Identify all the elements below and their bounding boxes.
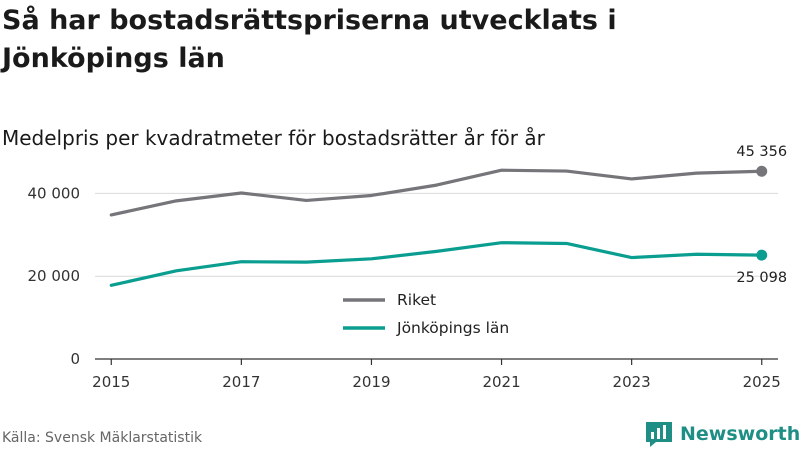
brand-logo: Newsworthy [644, 420, 800, 448]
y-tick-label: 40 000 [28, 184, 81, 202]
source-note: Källa: Svensk Mäklarstatistik [2, 430, 203, 446]
legend-label: Riket [397, 291, 436, 309]
series-line-riket [109, 168, 764, 217]
x-tick-label: 2025 [743, 373, 781, 391]
brand-name: Newsworthy [680, 423, 800, 445]
bar-chart-logo-icon [646, 422, 672, 447]
series-lines [109, 165, 768, 287]
x-tick-label: 2023 [613, 373, 651, 391]
end-labels: 45 356 25 098 [736, 144, 787, 286]
series-end-point [756, 249, 768, 261]
end-value-label: 45 356 [736, 144, 787, 160]
chart-subtitle: Medelpris per kvadratmeter för bostadsrä… [2, 126, 545, 150]
chart-title: Så har bostadsrättspriserna utvecklats i… [2, 5, 617, 74]
end-value-label: 25 098 [736, 270, 787, 286]
y-tick-label: 0 [70, 350, 80, 368]
x-tick-label: 2019 [352, 373, 390, 391]
series-end-point [756, 165, 768, 177]
legend: Riket Jönköpings län [335, 286, 535, 344]
series-line-jonkopings-lan [109, 241, 764, 287]
y-tick-label: 20 000 [28, 267, 81, 285]
x-tick-label: 2017 [222, 373, 260, 391]
gridlines [95, 192, 778, 277]
axes: 0 20 000 40 000 2015 2017 2019 2021 2023 2025 [28, 184, 781, 391]
legend-box [335, 286, 535, 344]
x-tick-label: 2015 [92, 373, 130, 391]
x-tick-label: 2021 [482, 373, 520, 391]
legend-label: Jönköpings län [396, 319, 509, 337]
